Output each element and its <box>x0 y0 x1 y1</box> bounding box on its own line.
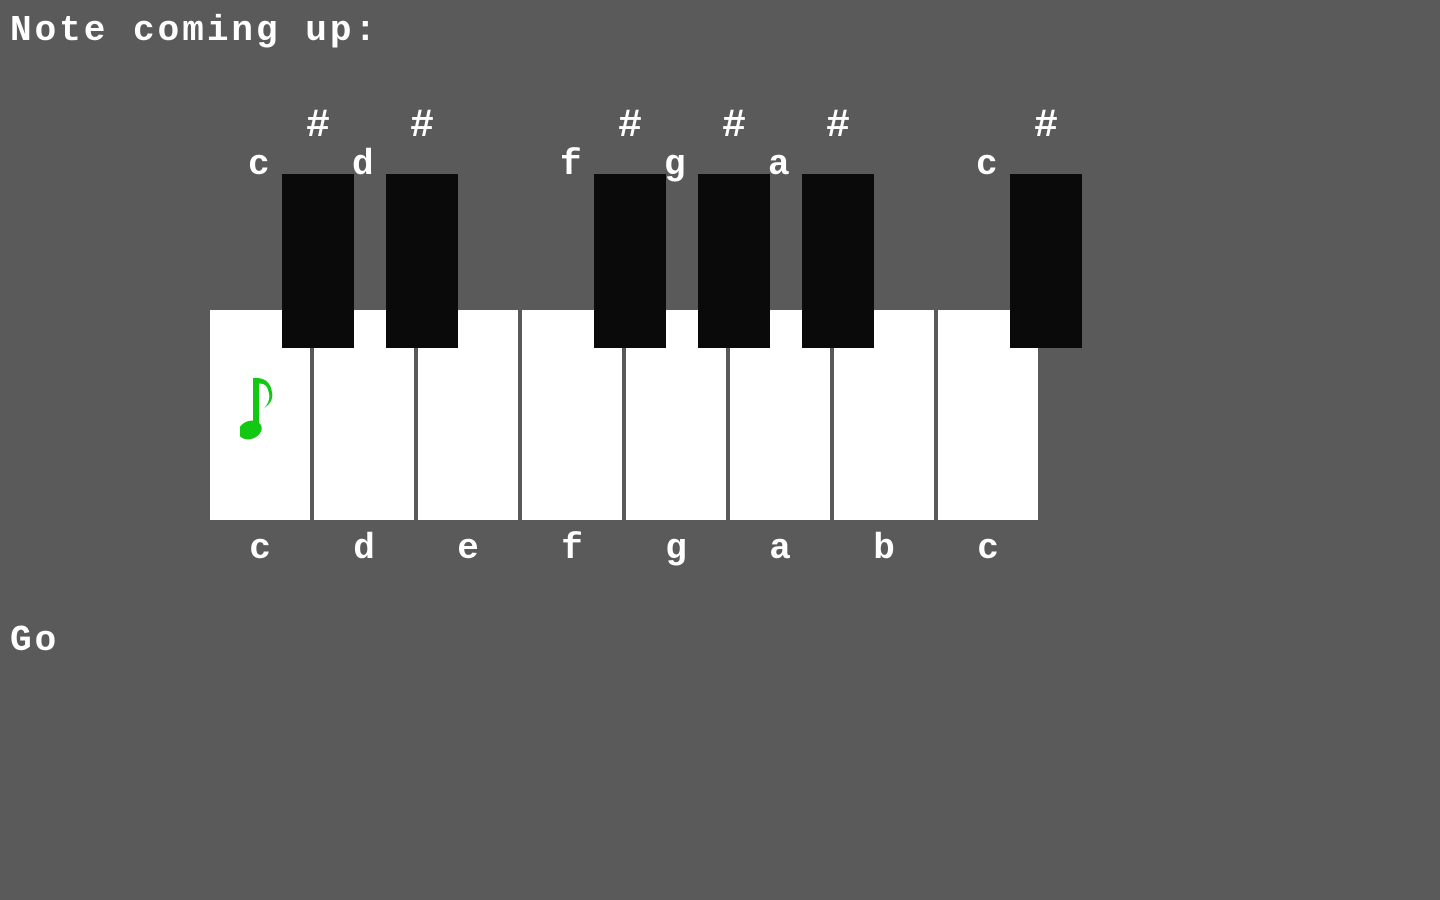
status-text: Go <box>10 620 59 661</box>
sharp-symbol: # <box>1010 104 1082 149</box>
black-key-csharp-0[interactable] <box>282 174 354 348</box>
key-gap <box>934 310 938 520</box>
white-key-label: g <box>626 528 726 569</box>
key-gap <box>518 310 522 520</box>
white-key-label: b <box>834 528 934 569</box>
black-key-gsharp-3[interactable] <box>698 174 770 348</box>
sharp-symbol: # <box>594 104 666 149</box>
title-text: Note coming up: <box>10 10 379 51</box>
white-key-label: e <box>418 528 518 569</box>
white-key-label: d <box>314 528 414 569</box>
piano-keyboard: cdefgabc#c#d#f#g#a#c <box>210 310 1042 520</box>
black-key-asharp-4[interactable] <box>802 174 874 348</box>
sharp-symbol: # <box>802 104 874 149</box>
black-key-fsharp-2[interactable] <box>594 174 666 348</box>
white-key-label: f <box>522 528 622 569</box>
black-key-csharp-5[interactable] <box>1010 174 1082 348</box>
white-key-label: c <box>210 528 310 569</box>
sharp-symbol: # <box>282 104 354 149</box>
white-key-label: c <box>938 528 1038 569</box>
sharp-symbol: # <box>386 104 458 149</box>
white-key-label: a <box>730 528 830 569</box>
sharp-symbol: # <box>698 104 770 149</box>
black-key-dsharp-1[interactable] <box>386 174 458 348</box>
note-marker-icon <box>240 370 288 455</box>
